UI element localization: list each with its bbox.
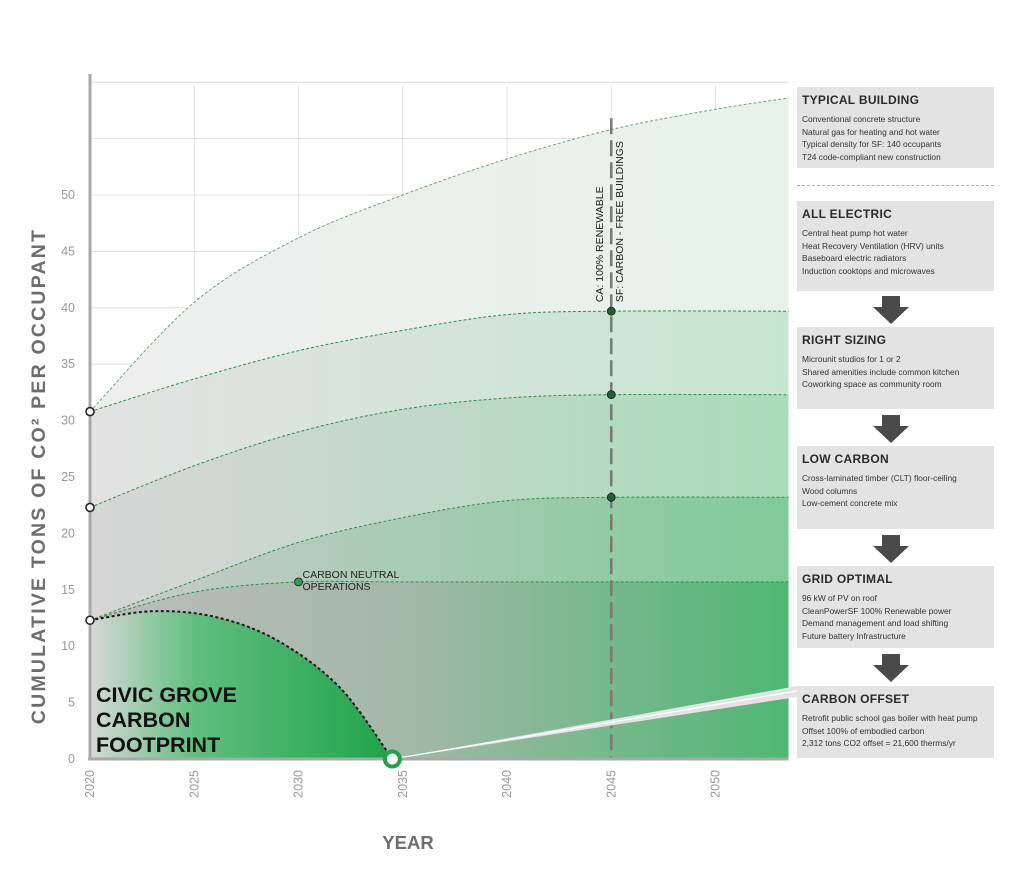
panel-all-electric: ALL ELECTRIC Central heat pump hot water H…	[797, 201, 994, 291]
y-tick-label: 40	[61, 301, 75, 315]
axes	[88, 74, 789, 761]
carbon-neutral-annotation: OPERATIONS	[303, 581, 371, 593]
panel-detail-line: Wood columns	[802, 485, 858, 496]
panel-detail-line: Cross-laminated timber (CLT) floor-ceili…	[802, 473, 957, 483]
series-lines	[89, 97, 798, 760]
line-typical-building	[89, 97, 789, 412]
ca-renewable-annotation: CA: 100% RENEWABLE	[594, 186, 606, 302]
line-low-carbon	[89, 496, 789, 621]
x-axis-title: YEAR	[382, 832, 433, 853]
line-civic-grove-carbon-footprint	[89, 610, 394, 760]
panel-right-sizing: RIGHT SIZING Microunit studios for 1 or 2…	[797, 327, 994, 409]
filled-marker	[606, 390, 616, 400]
line-all-electric	[89, 310, 789, 413]
down-arrow-icon	[873, 535, 909, 565]
filled-marker	[294, 577, 303, 587]
y-tick-label: 45	[61, 244, 75, 258]
x-tick-label: 2050	[709, 770, 723, 798]
panel-detail-line: Offset 100% of embodied carbon	[802, 725, 925, 736]
panel-detail-line: Shared amenities include common kitchen	[802, 366, 960, 377]
down-arrow-icon	[873, 654, 909, 684]
panel-detail-line: Baseboard electric radiators	[802, 253, 907, 263]
panel-detail-line: Microunit studios for 1 or 2	[802, 354, 901, 364]
line-grid-optimal	[89, 580, 789, 621]
panel-detail-line: Future battery Infrastructure	[802, 630, 906, 641]
footprint-label: FOOTPRINT	[96, 733, 220, 757]
y-tick-label: 5	[68, 696, 75, 710]
down-arrow-icon	[873, 415, 909, 445]
y-tick-label: 35	[61, 357, 75, 371]
open-marker	[85, 406, 95, 417]
series-areas	[90, 98, 789, 759]
x-tick-label: 2020	[83, 770, 97, 798]
line-right-sizing	[89, 393, 789, 508]
panel-detail-line: Typical density for SF: 140 occupants	[802, 139, 942, 149]
panel-detail-line: Heat Recovery Ventilation (HRV) units	[802, 240, 944, 251]
panel-title: RIGHT SIZING	[802, 333, 887, 347]
x-tick-label: 2045	[604, 770, 618, 798]
filled-marker	[606, 492, 616, 502]
panel-typical-building: TYPICAL BUILDING Conventional concrete st…	[797, 87, 994, 168]
footprint-label: CIVIC GROVE	[96, 683, 237, 707]
panel-detail-line: 2,312 tons CO2 offset = 21,600 therms/yr	[802, 738, 956, 748]
sf-carbon-free-annotation: SF: CARBON - FREE BUILDINGS	[614, 141, 626, 302]
panel-carbon-offset: CARBON OFFSET Retrofit public school gas …	[797, 686, 994, 758]
x-tick-label: 2025	[187, 770, 201, 798]
panel-low-carbon: LOW CARBON Cross-laminated timber (CLT) f…	[797, 446, 994, 529]
y-tick-label: 15	[61, 583, 75, 597]
panel-separator	[797, 185, 994, 186]
panel-detail-line: T24 code-compliant new construction	[802, 151, 941, 162]
open-marker	[85, 502, 95, 513]
x-tick-label: 2035	[396, 770, 410, 798]
y-tick-label: 25	[61, 470, 75, 484]
y-tick-label: 50	[61, 188, 75, 202]
y-tick-label: 30	[61, 414, 75, 428]
offset-wedge	[392, 686, 797, 759]
panel-detail-line: Induction cooktops and microwaves	[802, 265, 935, 276]
carbon-offset-ring-marker	[382, 749, 402, 769]
carbon-neutral-annotation: CARBON NEUTRAL	[303, 569, 400, 581]
panel-detail-line: Demand management and load shifting	[802, 618, 949, 628]
y-tick-label: 10	[61, 639, 75, 653]
filled-marker	[606, 306, 616, 316]
panel-title: CARBON OFFSET	[802, 692, 910, 706]
panel-detail-line: CleanPowerSF 100% Renewable power	[802, 605, 952, 616]
panel-detail-line: Coworking space as community room	[802, 379, 942, 389]
panel-title: TYPICAL BUILDING	[802, 93, 920, 107]
panel-title: ALL ELECTRIC	[802, 207, 893, 221]
panel-title: LOW CARBON	[802, 452, 889, 466]
panel-detail-line: Conventional concrete structure	[802, 114, 921, 124]
panel-detail-line: 96 kW of PV on roof	[802, 593, 877, 603]
panel-detail-line: Retrofit public school gas boiler with h…	[802, 713, 978, 723]
panel-detail-line: Low-cement concrete mix	[802, 498, 898, 508]
footprint-label: CARBON	[96, 708, 190, 732]
x-tick-label: 2030	[292, 770, 306, 798]
panel-title: GRID OPTIMAL	[802, 572, 893, 586]
x-tick-label: 2040	[500, 770, 514, 798]
down-arrow-icon	[873, 296, 909, 326]
offset-wedge-edge	[392, 690, 798, 760]
panel-grid-optimal: GRID OPTIMAL 96 kW of PV on roof CleanPowe…	[797, 566, 994, 648]
data-markers	[85, 306, 616, 769]
area-civic-grove-carbon-footprint	[90, 611, 393, 759]
panel-detail-line: Natural gas for heating and hot water	[802, 126, 940, 137]
y-tick-label: 0	[68, 752, 75, 766]
panel-detail-line: Central heat pump hot water	[802, 228, 908, 238]
y-tick-label: 20	[61, 526, 75, 540]
open-marker	[85, 615, 95, 626]
y-axis-title: CUMULATIVE TONS OF CO² PER OCCUPANT	[28, 228, 50, 724]
